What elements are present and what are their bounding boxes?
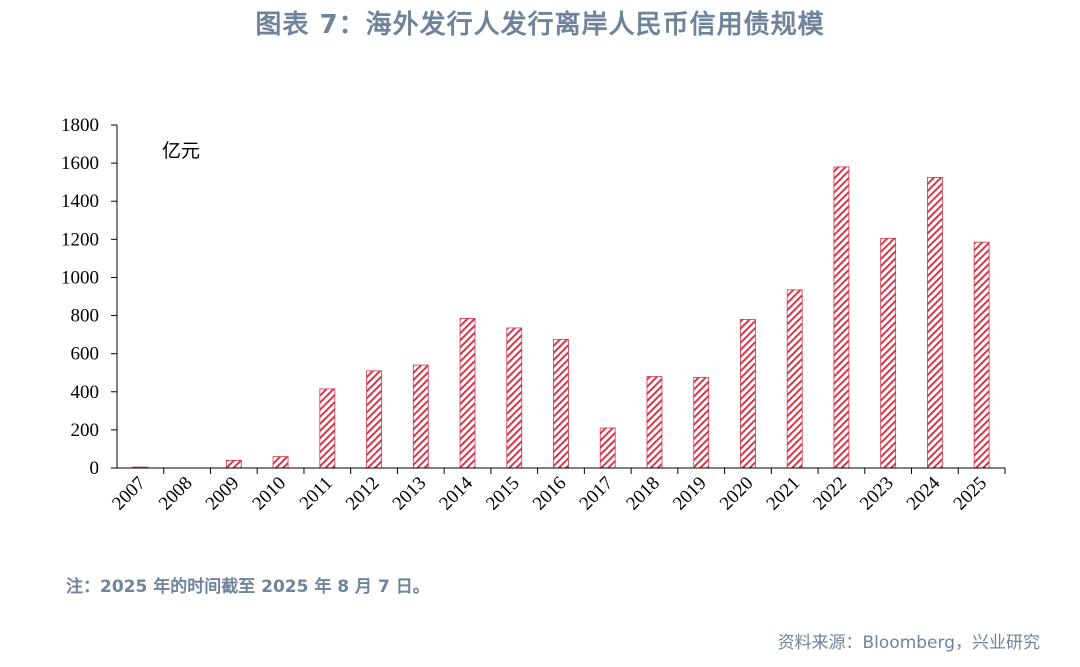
bar [272,456,289,469]
bar [366,370,382,469]
y-tick-label: 1200 [61,229,99,250]
x-tick-label: 2007 [108,473,150,515]
x-tick-label: 2018 [622,473,664,515]
bar [740,318,756,469]
x-tick-label: 2020 [716,473,758,515]
x-tick-label: 2010 [248,473,290,515]
y-tick-label: 200 [71,420,100,441]
x-tick-label: 2014 [435,472,477,514]
footnote: 注：2025 年的时间截至 2025 年 8 月 7 日。 [66,577,430,597]
bar [506,327,523,469]
chart-title: 图表 7：海外发行人发行离岸人民币信用债规模 [255,10,825,40]
bar [599,427,616,469]
bar [459,318,476,469]
x-tick-label: 2025 [949,473,991,515]
x-axis-ticks: 2007 2008 2009 2010 2011 2012 2013 2014 2015 2016… [108,468,1006,515]
unit-label: 亿元 [162,140,200,162]
y-tick-label: 600 [71,344,100,365]
y-tick-label: 800 [71,306,100,327]
bar-series [132,166,990,469]
source-credit: 资料来源：Bloomberg，兴业研究 [777,633,1040,653]
bar [693,377,710,469]
y-tick-label: 1400 [61,191,99,212]
bar [880,237,897,469]
bar [319,388,336,469]
x-tick-label: 2022 [809,473,851,515]
x-tick-label: 2016 [529,473,571,515]
bar [786,289,803,469]
x-tick-label: 2023 [856,473,898,515]
bar [973,241,990,469]
bar [646,376,663,469]
x-tick-label: 2017 [576,473,618,515]
y-tick-label: 1800 [61,115,99,136]
x-tick-label: 2013 [389,473,431,515]
y-tick-label: 0 [90,458,100,479]
bar [926,177,943,469]
bar [833,166,850,469]
bar [412,364,429,469]
y-tick-label: 400 [71,382,100,403]
axes [116,125,1005,469]
y-axis-ticks: 0 200 400 600 800 1000 1200 1400 1600 1800 [61,115,117,479]
x-tick-label: 2009 [202,473,244,515]
y-tick-label: 1600 [61,153,99,174]
y-tick-label: 1000 [61,267,99,288]
bar [553,338,569,469]
x-tick-label: 2024 [903,472,945,514]
x-tick-label: 2015 [482,473,524,515]
x-tick-label: 2011 [296,473,337,514]
x-tick-label: 2019 [669,473,711,515]
x-tick-label: 2012 [342,473,384,515]
x-tick-label: 2021 [763,473,805,515]
bar [225,459,242,469]
x-tick-label: 2008 [155,473,197,515]
